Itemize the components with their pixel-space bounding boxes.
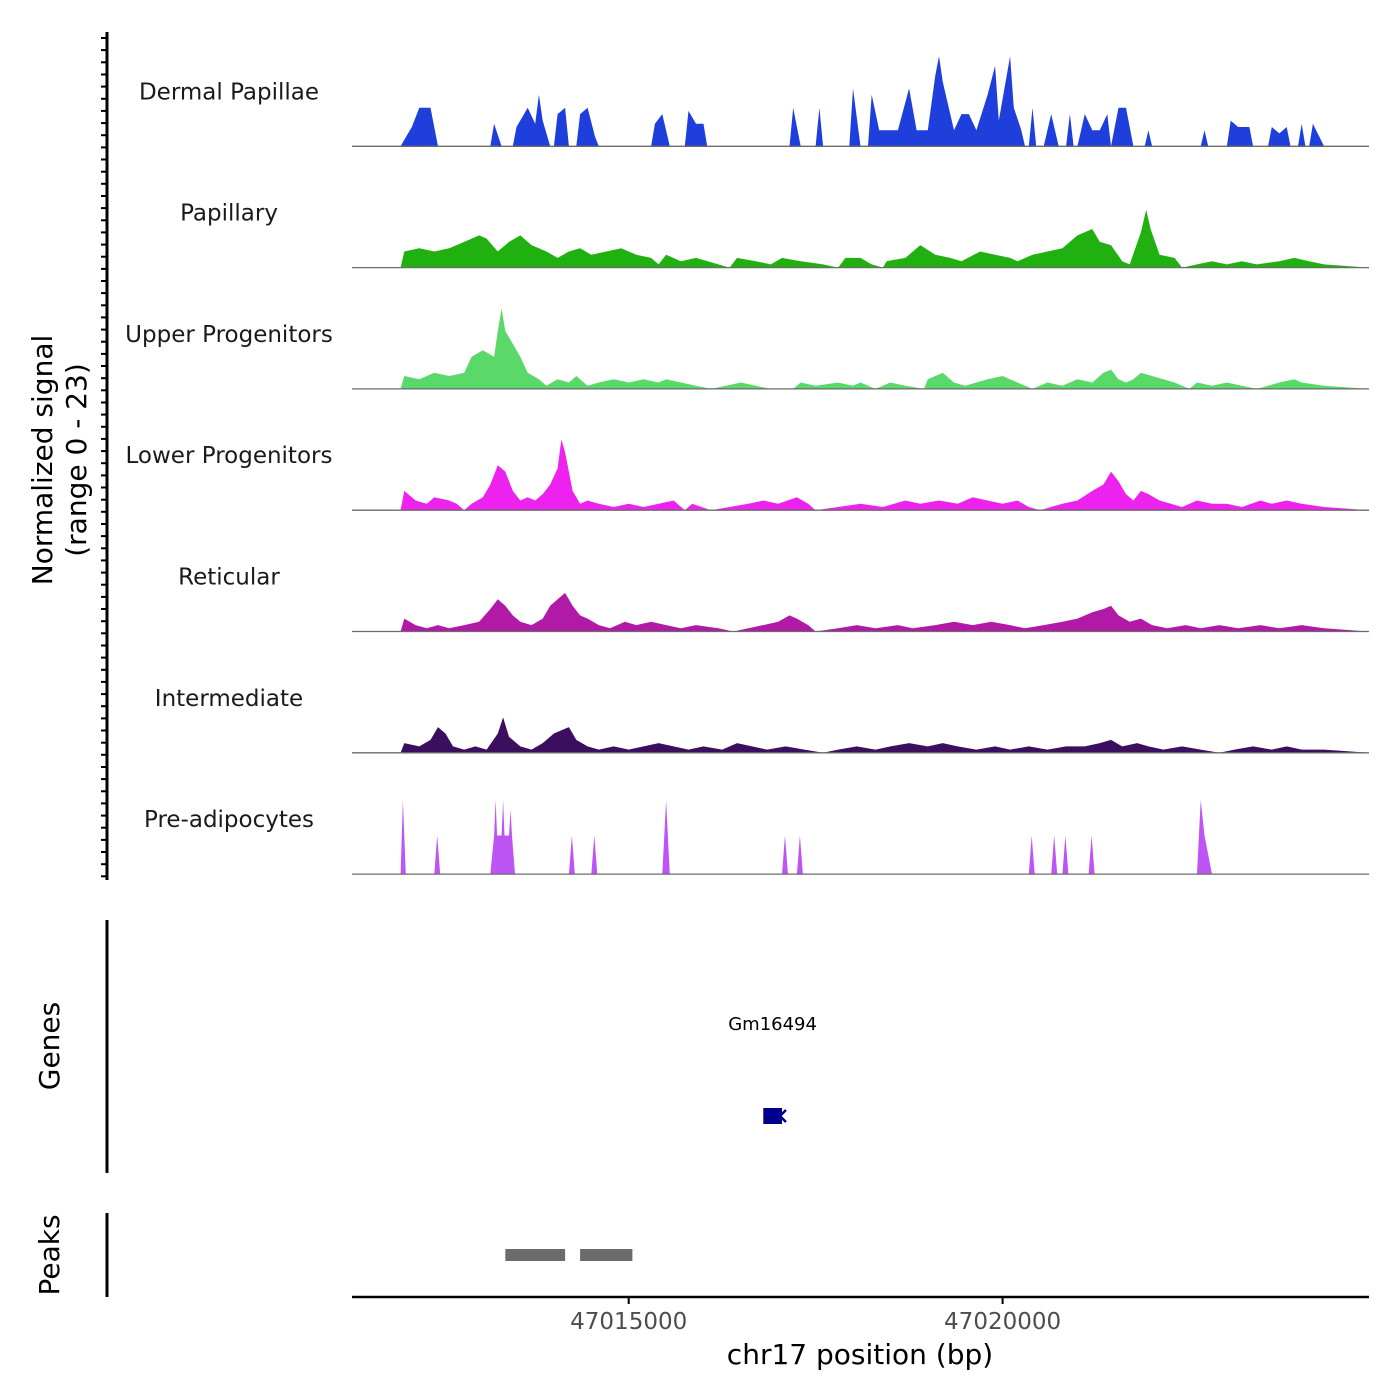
genes-track: Gm16494 (728, 1014, 817, 1124)
genes-panel-label: Genes (33, 1002, 66, 1090)
track-pre-adipocytes: Pre-adipocytes (144, 800, 1369, 875)
track-label-lower-progenitors: Lower Progenitors (126, 443, 333, 469)
track-upper-progenitors: Upper Progenitors (125, 308, 1369, 390)
track-dermal-papillae: Dermal Papillae (139, 56, 1369, 147)
x-axis-title: chr17 position (bp) (727, 1338, 993, 1371)
gene-label: Gm16494 (728, 1014, 817, 1035)
signal-area-lower-progenitors (352, 439, 1369, 511)
track-label-intermediate: Intermediate (155, 686, 303, 712)
track-intermediate: Intermediate (155, 686, 1369, 754)
y-axis-title-line1: Normalized signal (26, 335, 59, 586)
peaks-track (505, 1249, 633, 1261)
coverage-y-axis-ticks (101, 37, 107, 878)
track-lower-progenitors: Lower Progenitors (126, 439, 1369, 511)
coverage-tracks: Dermal Papillae Papillary Upper Progenitor… (125, 56, 1369, 875)
signal-area-pre-adipocytes (352, 800, 1369, 875)
signal-area-intermediate (352, 717, 1369, 753)
gene-body (763, 1108, 782, 1124)
track-label-reticular: Reticular (178, 565, 280, 591)
signal-area-reticular (352, 592, 1369, 632)
y-axis-title-line2: (range 0 - 23) (60, 363, 93, 557)
track-label-dermal-papillae: Dermal Papillae (139, 79, 319, 105)
track-label-papillary: Papillary (180, 201, 278, 227)
x-axis-ticks: 47015000 47020000 (570, 1297, 1061, 1335)
track-papillary: Papillary (180, 201, 1369, 269)
signal-area-papillary (352, 209, 1369, 268)
gene-strand-arrow (778, 1109, 787, 1123)
x-tick-label-47020000: 47020000 (944, 1309, 1061, 1335)
track-label-upper-progenitors: Upper Progenitors (125, 322, 333, 348)
x-tick-label-47015000: 47015000 (570, 1309, 687, 1335)
gene-gm16494: Gm16494 (728, 1014, 817, 1124)
peak-block (505, 1249, 566, 1261)
track-reticular: Reticular (178, 565, 1369, 633)
signal-area-upper-progenitors (352, 308, 1369, 389)
signal-area-dermal-papillae (400, 56, 1325, 147)
peak-block (580, 1249, 633, 1261)
peaks-panel-label: Peaks (33, 1214, 66, 1295)
track-label-pre-adipocytes: Pre-adipocytes (144, 807, 314, 833)
